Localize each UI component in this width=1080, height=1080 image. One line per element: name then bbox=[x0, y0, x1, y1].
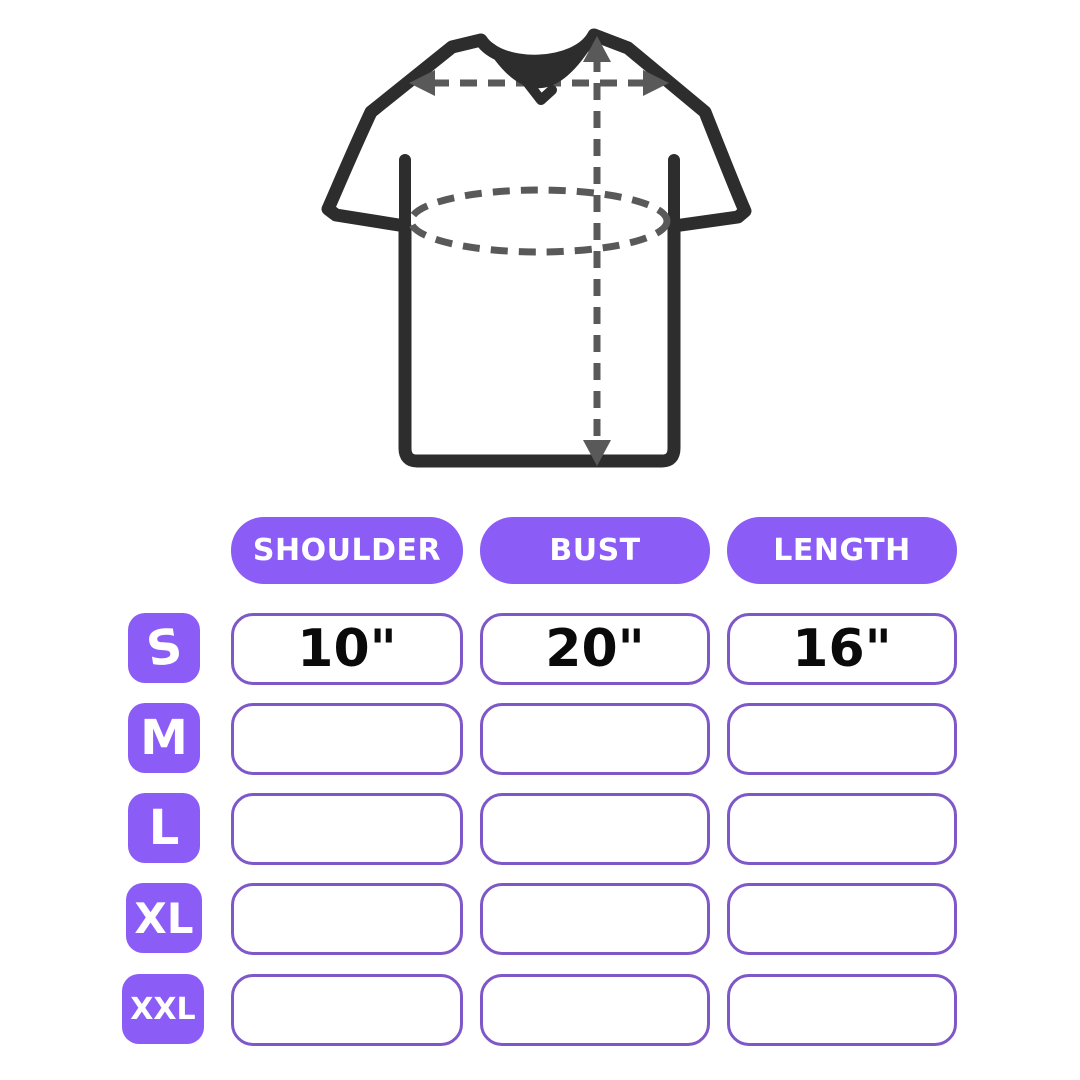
column-header-shoulder: SHOULDER bbox=[231, 517, 463, 584]
size-badge-label: S bbox=[142, 617, 186, 679]
cell-m-bust bbox=[480, 703, 710, 775]
cell-value: 16" bbox=[792, 619, 892, 679]
size-badge-xl: XL bbox=[126, 883, 202, 953]
size-badge-l: L bbox=[128, 793, 200, 863]
cell-xl-bust bbox=[480, 883, 710, 955]
cell-l-length bbox=[727, 793, 957, 865]
size-badge-label: L bbox=[148, 800, 180, 856]
size-badge-label: XXL bbox=[130, 991, 196, 1027]
size-badge-label: XL bbox=[134, 893, 194, 943]
collar-icon bbox=[481, 35, 597, 89]
column-header-bust: BUST bbox=[480, 517, 710, 584]
cell-xl-shoulder bbox=[231, 883, 463, 955]
cell-l-shoulder bbox=[231, 793, 463, 865]
cell-s-shoulder: 10" bbox=[231, 613, 463, 685]
size-badge-label: M bbox=[140, 710, 188, 766]
shoulder-arrow-right-head bbox=[643, 70, 669, 96]
column-header-length: LENGTH bbox=[727, 517, 957, 584]
tshirt-measurement-diagram bbox=[321, 28, 752, 468]
cell-xxl-shoulder bbox=[231, 974, 463, 1046]
cell-xl-length bbox=[727, 883, 957, 955]
length-arrow-bottom-head bbox=[583, 440, 611, 466]
size-badge-s: S bbox=[128, 613, 200, 683]
cell-m-shoulder bbox=[231, 703, 463, 775]
cell-xxl-bust bbox=[480, 974, 710, 1046]
length-arrow-top-head bbox=[583, 36, 611, 62]
column-header-label: SHOULDER bbox=[252, 533, 442, 568]
bust-ellipse-icon bbox=[407, 186, 671, 256]
cell-m-length bbox=[727, 703, 957, 775]
column-header-label: BUST bbox=[549, 533, 641, 568]
cell-s-length: 16" bbox=[727, 613, 957, 685]
cell-l-bust bbox=[480, 793, 710, 865]
size-badge-m: M bbox=[128, 703, 200, 773]
shoulder-arrow-left-head bbox=[409, 70, 435, 96]
cell-value: 10" bbox=[297, 619, 397, 679]
tshirt-side-seams bbox=[399, 154, 680, 232]
column-header-label: LENGTH bbox=[773, 533, 911, 568]
cell-value: 20" bbox=[545, 619, 645, 679]
size-badge-xxl: XXL bbox=[122, 974, 204, 1044]
collar-notch bbox=[522, 77, 557, 105]
cell-s-bust: 20" bbox=[480, 613, 710, 685]
cell-xxl-length bbox=[727, 974, 957, 1046]
